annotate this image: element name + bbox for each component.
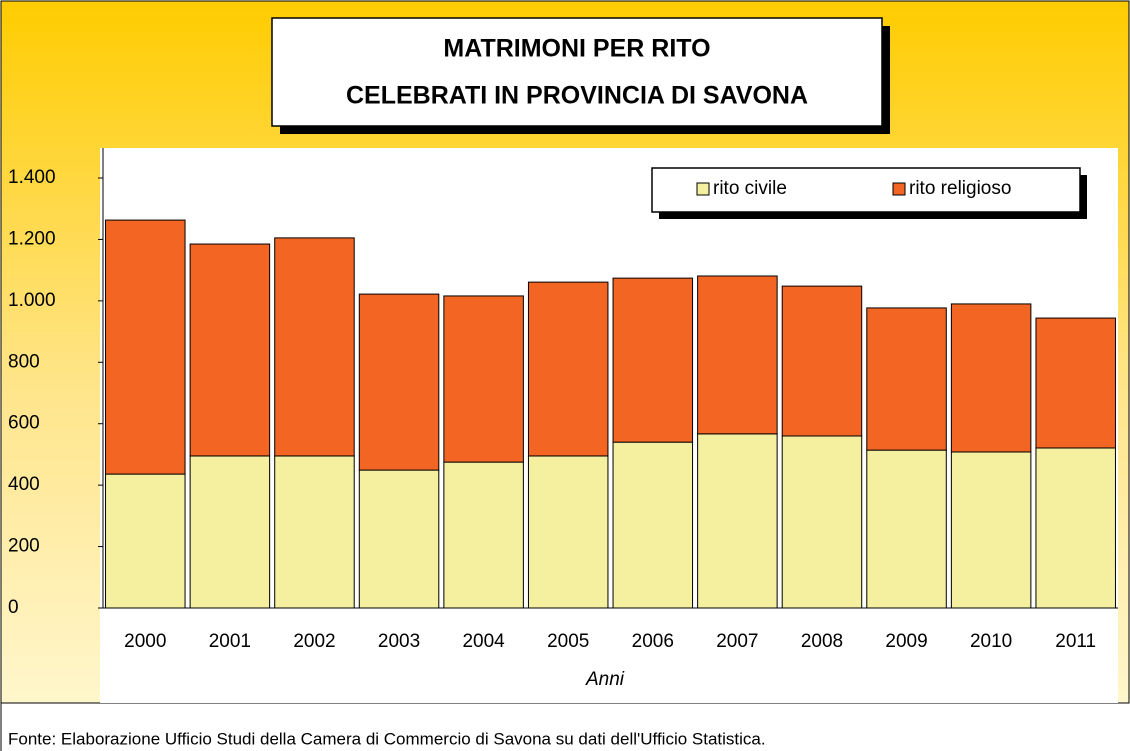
legend-box: [651, 167, 1081, 213]
x-axis-title: Anni: [585, 669, 625, 690]
bar-segment: [527, 455, 609, 609]
y-tick-label: 1.400: [8, 167, 56, 188]
x-tick-label: 2006: [632, 631, 674, 652]
bar-segment: [1035, 447, 1116, 609]
legend-label: rito civile: [713, 178, 787, 199]
bar-segment: [274, 455, 355, 609]
x-tick-label: 2000: [124, 631, 166, 652]
x-tick-label: 2011: [1055, 631, 1096, 652]
bar-segment: [1035, 317, 1116, 449]
bar-segment: [950, 303, 1032, 453]
x-tick-label: 2003: [378, 631, 420, 652]
bar-segment: [781, 435, 863, 609]
bar-segment: [527, 281, 609, 457]
bar-segment: [274, 237, 355, 457]
x-tick-label: 2001: [209, 631, 251, 652]
x-tick-label: 2004: [462, 631, 505, 652]
chart-title: CELEBRATI IN PROVINCIA DI SAVONA: [346, 82, 808, 110]
bar-segment: [866, 449, 947, 609]
legend-swatch: [892, 182, 906, 196]
bar-segment: [443, 295, 524, 463]
y-tick-label: 600: [8, 413, 40, 434]
bar-segment: [697, 433, 778, 609]
legend-label: rito religioso: [909, 178, 1011, 199]
legend-swatch: [696, 182, 710, 196]
bar-segment: [866, 307, 947, 451]
x-tick-label: 2008: [801, 631, 843, 652]
bar-segment: [781, 285, 863, 437]
y-tick-label: 1.000: [8, 290, 56, 311]
bar-segment: [358, 293, 440, 471]
bar-segment: [189, 243, 271, 457]
bar-segment: [612, 441, 694, 609]
x-tick-label: 2010: [970, 631, 1012, 652]
title-box: [271, 17, 883, 127]
y-tick-label: 0: [8, 597, 19, 618]
bar-segment: [950, 451, 1032, 609]
bar-segment: [612, 277, 694, 443]
bar-segment: [697, 275, 778, 435]
x-tick-label: 2009: [885, 631, 927, 652]
source-note: Fonte: Elaborazione Ufficio Studi della …: [8, 729, 766, 748]
bar-segment: [358, 469, 440, 609]
chart-title: MATRIMONI PER RITO: [443, 35, 710, 63]
y-tick-label: 400: [8, 474, 40, 495]
bar-segment: [189, 455, 271, 609]
y-tick-label: 200: [8, 536, 40, 557]
x-tick-label: 2007: [716, 631, 758, 652]
y-tick-label: 800: [8, 351, 40, 372]
bar-segment: [105, 473, 186, 609]
bar-segment: [105, 219, 186, 475]
x-tick-label: 2002: [293, 631, 335, 652]
y-tick-label: 1.200: [8, 228, 56, 249]
x-tick-label: 2005: [547, 631, 589, 652]
bar-segment: [443, 461, 524, 609]
